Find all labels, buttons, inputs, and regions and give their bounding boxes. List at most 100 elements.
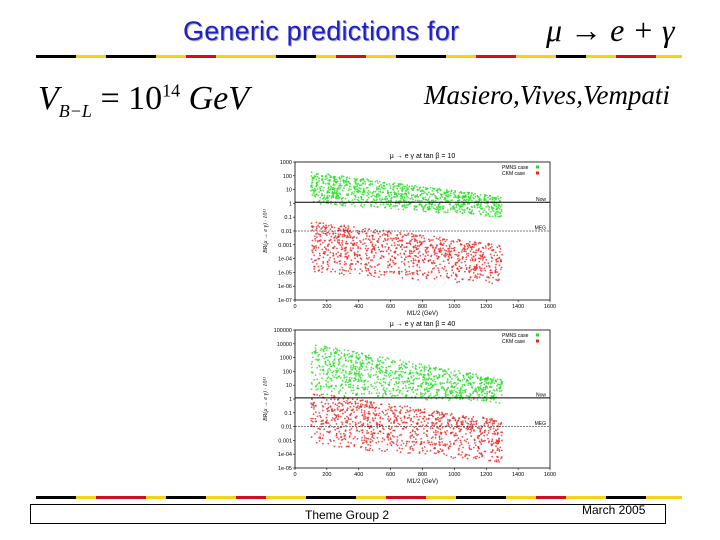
green-point bbox=[359, 376, 362, 379]
green-point bbox=[375, 194, 378, 196]
green-point bbox=[370, 205, 373, 208]
red-point bbox=[395, 247, 397, 250]
green-point bbox=[368, 390, 371, 393]
green-point bbox=[339, 182, 342, 185]
red-point bbox=[374, 417, 377, 420]
red-point bbox=[388, 405, 391, 408]
red-point bbox=[328, 259, 330, 261]
green-point bbox=[367, 190, 370, 192]
red-point bbox=[432, 267, 434, 270]
red-point bbox=[478, 276, 481, 279]
red-point bbox=[346, 400, 348, 402]
red-point bbox=[490, 417, 493, 420]
red-point bbox=[370, 266, 373, 269]
green-point bbox=[373, 387, 375, 390]
green-point bbox=[325, 200, 328, 202]
red-point bbox=[335, 433, 338, 435]
red-point bbox=[356, 409, 358, 411]
red-point bbox=[443, 268, 445, 270]
red-point bbox=[391, 239, 394, 242]
green-point bbox=[463, 383, 466, 386]
green-point bbox=[356, 387, 359, 390]
red-point bbox=[345, 445, 348, 448]
green-point bbox=[325, 383, 328, 386]
red-point bbox=[372, 432, 375, 434]
red-point bbox=[368, 406, 371, 409]
red-point bbox=[375, 251, 377, 254]
red-point bbox=[337, 427, 340, 430]
green-point bbox=[328, 367, 331, 370]
green-point bbox=[380, 183, 382, 186]
green-point bbox=[463, 191, 466, 194]
green-point bbox=[366, 194, 368, 197]
green-point bbox=[371, 192, 374, 195]
red-point bbox=[456, 240, 458, 243]
red-point bbox=[368, 272, 371, 274]
red-point bbox=[323, 428, 326, 431]
green-point bbox=[458, 208, 461, 210]
red-point bbox=[379, 257, 382, 259]
green-point bbox=[447, 394, 449, 396]
green-point bbox=[456, 209, 459, 212]
green-point bbox=[449, 208, 452, 211]
green-point bbox=[366, 186, 369, 189]
green-point bbox=[353, 190, 356, 193]
red-point bbox=[312, 417, 314, 420]
red-point bbox=[361, 270, 363, 272]
red-point bbox=[437, 238, 440, 240]
green-point bbox=[333, 376, 336, 378]
red-point bbox=[396, 441, 398, 443]
y-tick-label: 1e-04 bbox=[278, 257, 292, 263]
red-point bbox=[401, 406, 404, 409]
red-point bbox=[425, 250, 427, 253]
red-point bbox=[365, 254, 368, 257]
green-point bbox=[333, 355, 336, 357]
green-point bbox=[375, 202, 377, 205]
green-point bbox=[472, 398, 475, 401]
green-point bbox=[335, 193, 338, 195]
green-point bbox=[385, 195, 388, 198]
red-point bbox=[341, 268, 344, 271]
red-point bbox=[409, 255, 412, 258]
green-point bbox=[378, 185, 381, 187]
green-point bbox=[434, 207, 436, 210]
green-point bbox=[361, 360, 364, 362]
green-point bbox=[476, 392, 478, 394]
green-point bbox=[311, 194, 314, 196]
red-point bbox=[365, 249, 368, 252]
green-point bbox=[436, 393, 439, 396]
red-point bbox=[444, 432, 447, 434]
red-point bbox=[455, 439, 458, 441]
red-point bbox=[342, 228, 345, 230]
red-point bbox=[362, 228, 365, 231]
red-point bbox=[351, 243, 354, 245]
green-point bbox=[425, 366, 428, 369]
green-point bbox=[443, 373, 445, 376]
red-point bbox=[468, 241, 471, 243]
red-point bbox=[366, 400, 369, 402]
green-point bbox=[405, 192, 408, 195]
red-point bbox=[333, 398, 336, 401]
green-point bbox=[497, 197, 500, 200]
green-point bbox=[490, 381, 493, 384]
red-point bbox=[374, 266, 376, 268]
green-point bbox=[356, 198, 359, 201]
green-point bbox=[401, 376, 403, 378]
red-point bbox=[367, 443, 369, 446]
green-point bbox=[355, 393, 358, 395]
red-point bbox=[366, 405, 368, 407]
red-point bbox=[458, 444, 461, 447]
green-point bbox=[337, 195, 340, 198]
green-point bbox=[383, 374, 386, 377]
green-point bbox=[400, 197, 402, 199]
green-point bbox=[366, 362, 368, 365]
red-point bbox=[361, 442, 364, 445]
green-point bbox=[315, 178, 318, 181]
green-point bbox=[316, 366, 319, 369]
red-point bbox=[491, 455, 493, 458]
red-point bbox=[435, 265, 437, 267]
green-point bbox=[500, 379, 502, 381]
red-point bbox=[364, 446, 367, 449]
green-point bbox=[366, 191, 369, 194]
red-point bbox=[493, 430, 496, 433]
